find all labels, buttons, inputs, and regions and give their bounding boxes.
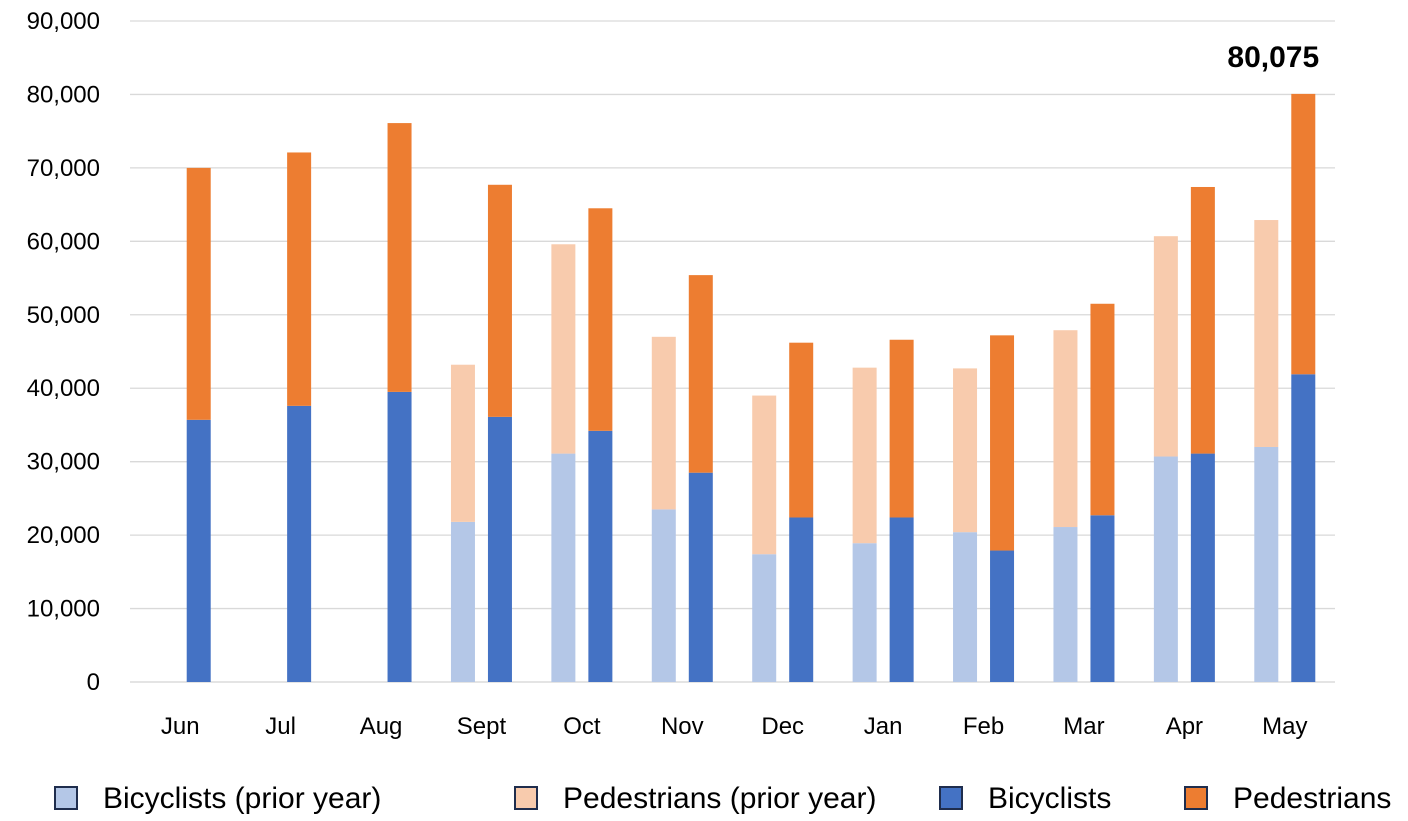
legend: Bicyclists (prior year) Pedestrians (prio… xyxy=(54,782,1391,815)
bar-bicyclists-prior-year-dec xyxy=(752,554,777,682)
bar-pedestrians-nov xyxy=(688,275,713,473)
bar-bicyclists-jul xyxy=(287,405,312,682)
bar-pedestrians-prior-year-jan xyxy=(852,367,877,544)
bar-pedestrians-aug xyxy=(387,123,412,392)
bar-bicyclists-prior-year-may xyxy=(1254,446,1279,682)
bars xyxy=(186,93,1316,682)
gridlines xyxy=(130,20,1335,683)
bar-pedestrians-prior-year-sept xyxy=(450,364,475,522)
x-tick-label-sept: Sept xyxy=(457,713,507,740)
bar-pedestrians-may xyxy=(1291,93,1316,375)
x-tick-label-oct: Oct xyxy=(563,713,601,740)
bar-bicyclists-jan xyxy=(889,517,914,682)
legend-swatch xyxy=(54,786,78,810)
y-tick-label: 0 xyxy=(87,669,100,696)
bar-bicyclists-apr xyxy=(1190,453,1215,682)
y-tick-label: 50,000 xyxy=(27,302,100,329)
bar-bicyclists-jun xyxy=(186,419,211,682)
bar-bicyclists-prior-year-jan xyxy=(852,543,877,682)
x-tick-label-mar: Mar xyxy=(1063,713,1104,740)
bar-pedestrians-dec xyxy=(789,342,814,518)
bar-pedestrians-feb xyxy=(990,335,1015,551)
legend-swatch xyxy=(514,786,538,810)
y-tick-label: 20,000 xyxy=(27,522,100,549)
bar-pedestrians-prior-year-apr xyxy=(1153,236,1178,457)
legend-label: Bicyclists (prior year) xyxy=(103,782,381,815)
bar-bicyclists-mar xyxy=(1090,515,1115,682)
bar-pedestrians-prior-year-oct xyxy=(551,244,576,454)
x-tick-label-feb: Feb xyxy=(963,713,1004,740)
legend-item-pedestrians-prior-year: Pedestrians (prior year) xyxy=(514,782,876,815)
bar-bicyclists-feb xyxy=(990,550,1015,682)
bar-pedestrians-prior-year-mar xyxy=(1053,330,1078,528)
y-axis-tick-labels: 0 10,000 20,000 30,000 40,000 50,000 60,000 70,… xyxy=(27,8,100,696)
y-tick-label: 30,000 xyxy=(27,449,100,476)
bar-bicyclists-prior-year-nov xyxy=(651,509,676,682)
y-tick-label: 10,000 xyxy=(27,596,100,623)
legend-label: Bicyclists xyxy=(988,782,1111,815)
bar-pedestrians-prior-year-dec xyxy=(752,395,777,555)
y-tick-label: 70,000 xyxy=(27,155,100,182)
legend-item-bicyclists-prior-year: Bicyclists (prior year) xyxy=(54,782,381,815)
bar-pedestrians-jul xyxy=(287,152,312,406)
data-label-total: 80,075 xyxy=(1227,41,1319,74)
y-tick-label: 90,000 xyxy=(27,8,100,35)
annotations: 80,075 xyxy=(1227,41,1319,74)
legend-swatch xyxy=(939,786,963,810)
legend-item-pedestrians: Pedestrians xyxy=(1184,782,1391,815)
x-tick-label-aug: Aug xyxy=(360,713,403,740)
bar-bicyclists-may xyxy=(1291,374,1316,682)
legend-swatch xyxy=(1184,786,1208,810)
bar-bicyclists-prior-year-sept xyxy=(450,521,475,682)
legend-label: Pedestrians xyxy=(1233,782,1391,815)
x-tick-label-nov: Nov xyxy=(661,713,704,740)
bar-pedestrians-sept xyxy=(487,184,512,417)
x-tick-label-jan: Jan xyxy=(864,713,903,740)
bar-bicyclists-oct xyxy=(588,430,613,682)
x-tick-label-dec: Dec xyxy=(761,713,804,740)
y-tick-label: 60,000 xyxy=(27,228,100,255)
bar-bicyclists-dec xyxy=(789,517,814,682)
bar-pedestrians-mar xyxy=(1090,303,1115,516)
x-tick-label-may: May xyxy=(1262,713,1307,740)
x-axis-tick-labels: Jun Jul Aug Sept Oct Nov Dec Jan Feb Mar Apr May xyxy=(161,713,1308,740)
bar-pedestrians-jan xyxy=(889,339,914,518)
bar-pedestrians-jun xyxy=(186,167,211,420)
bar-pedestrians-prior-year-nov xyxy=(651,336,676,510)
bar-bicyclists-prior-year-mar xyxy=(1053,527,1078,682)
bar-pedestrians-oct xyxy=(588,208,613,431)
x-tick-label-apr: Apr xyxy=(1166,713,1203,740)
y-tick-label: 80,000 xyxy=(27,81,100,108)
bar-bicyclists-sept xyxy=(487,416,512,682)
bar-pedestrians-prior-year-may xyxy=(1254,220,1279,447)
bar-bicyclists-prior-year-feb xyxy=(953,532,978,682)
bar-bicyclists-aug xyxy=(387,391,412,682)
bar-bicyclists-prior-year-apr xyxy=(1153,456,1178,682)
legend-label: Pedestrians (prior year) xyxy=(563,782,876,815)
bar-pedestrians-apr xyxy=(1190,186,1215,454)
x-tick-label-jul: Jul xyxy=(265,713,296,740)
x-tick-label-jun: Jun xyxy=(161,713,200,740)
bar-bicyclists-nov xyxy=(688,472,713,682)
legend-item-bicyclists: Bicyclists xyxy=(939,782,1111,815)
bar-bicyclists-prior-year-oct xyxy=(551,453,576,682)
bar-pedestrians-prior-year-feb xyxy=(953,368,978,533)
y-tick-label: 40,000 xyxy=(27,375,100,402)
